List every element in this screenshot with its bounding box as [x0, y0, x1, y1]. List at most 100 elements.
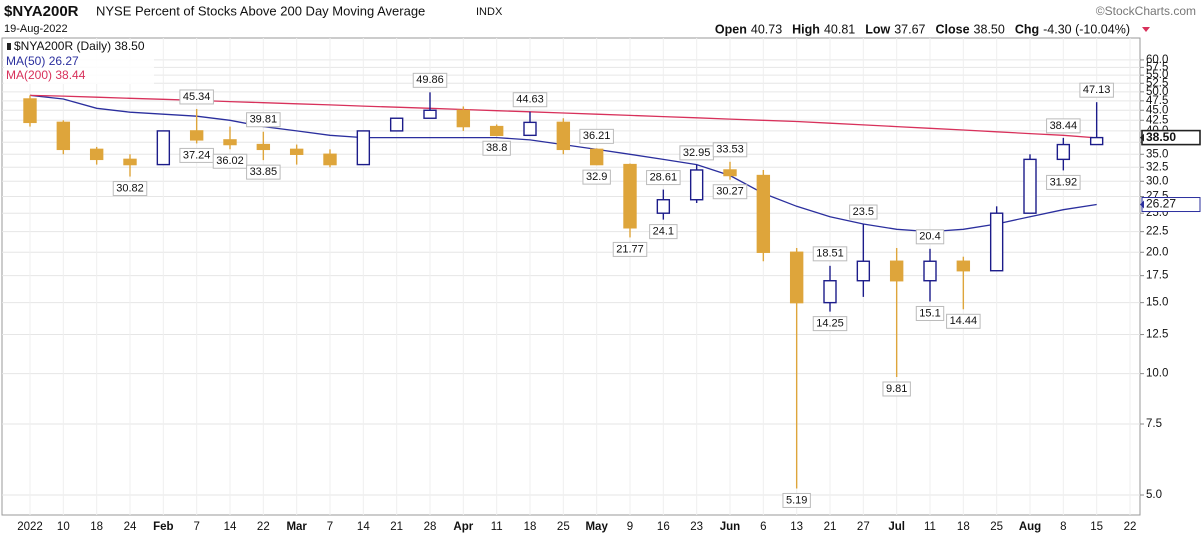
- annotation-label: 5.19: [786, 494, 807, 506]
- annotation-box: [946, 313, 981, 329]
- quote: Open 40.73 High 40.81 Low 37.67 Close 38.50 Chg -…: [715, 22, 1130, 36]
- annotation-label: 38.44: [1050, 120, 1078, 132]
- x-tick-label: 10: [57, 521, 70, 533]
- candle-body: [623, 163, 637, 229]
- annotation-label: 47.13: [1083, 84, 1111, 96]
- legend-name: MA(50): [6, 54, 45, 68]
- legend-entry: MA(200) 38.44: [6, 68, 86, 82]
- annotation-box: [579, 128, 614, 144]
- annotation: 21.77: [612, 241, 648, 257]
- quote-label: Low: [865, 22, 890, 36]
- candle-body: [823, 280, 837, 304]
- annotation: 30.27: [712, 184, 748, 200]
- value-tag-pointer: [1140, 200, 1144, 209]
- y-tick-label: 52.5: [1146, 77, 1168, 89]
- candle-body: [523, 121, 537, 137]
- candle-body: [56, 121, 71, 151]
- annotation: 31.92: [1046, 174, 1081, 190]
- y-tick-label: 17.5: [1146, 270, 1168, 282]
- y-tick-label: 5.0: [1146, 489, 1162, 501]
- annotation-label: 14.44: [950, 315, 978, 327]
- x-tick-label: 16: [657, 521, 670, 533]
- candle-body: [723, 169, 737, 177]
- candle-body: [189, 130, 204, 141]
- annotation-box: [712, 142, 748, 158]
- annotation-label: 37.24: [183, 149, 211, 161]
- quote-label: High: [792, 22, 820, 36]
- candle-body: [289, 148, 304, 155]
- y-tick-label: 32.5: [1146, 161, 1168, 173]
- x-tick-label: 8: [1060, 521, 1066, 533]
- x-tick-label: 18: [524, 521, 537, 533]
- x-tick-label: 14: [357, 521, 370, 533]
- annotation-box: [582, 169, 611, 185]
- annotation-label: 38.8: [486, 142, 507, 154]
- annotation-label: 32.95: [683, 147, 711, 159]
- annotation: 37.24: [179, 147, 214, 163]
- x-tick-label: 25: [990, 521, 1003, 533]
- annotation-label: 39.81: [250, 114, 278, 126]
- annotation: 44.63: [512, 92, 548, 108]
- candle-body: [956, 260, 971, 272]
- annotation: 28.61: [646, 170, 681, 186]
- annotation-box: [246, 112, 281, 128]
- y-tick-label: 35.0: [1146, 148, 1168, 160]
- value-tag: 26.27: [1146, 197, 1176, 211]
- annotation-box: [882, 381, 911, 397]
- annotation-label: 23.5: [853, 206, 874, 218]
- annotation-label: 21.77: [616, 243, 644, 255]
- x-tick-label: Aug: [1019, 521, 1041, 533]
- candle-body: [489, 125, 504, 137]
- candle-body: [89, 148, 104, 161]
- x-tick-label: 18: [90, 521, 103, 533]
- candle-body: [789, 251, 804, 304]
- candle-body: [923, 260, 937, 282]
- annotation-label: 36.21: [583, 130, 611, 142]
- annotation-box: [649, 224, 678, 240]
- annotation-label: 33.85: [250, 166, 278, 178]
- candle-body: [389, 117, 404, 132]
- exchange: INDX: [476, 6, 503, 18]
- annotation-label: 30.27: [716, 186, 744, 198]
- annotation-label: 30.82: [116, 182, 144, 194]
- candle-body: [689, 169, 704, 201]
- annotation-box: [482, 140, 511, 156]
- arrow: [1142, 27, 1150, 32]
- annotation-label: 20.4: [919, 231, 940, 243]
- candle-body: [223, 139, 237, 146]
- x-tick-label: 11: [491, 521, 503, 533]
- x-tick-label: 27: [857, 521, 870, 533]
- x-tick-label: 13: [790, 521, 803, 533]
- annotation-box: [849, 204, 878, 220]
- y-tick-label: 15.0: [1146, 297, 1168, 309]
- legend-main: $NYA200R (Daily) 38.50: [14, 39, 145, 53]
- candle-body: [423, 109, 437, 119]
- annotation-box: [646, 170, 681, 186]
- source: ©StockCharts.com: [1096, 4, 1196, 18]
- legend-entry: MA(50) 26.27: [6, 54, 79, 68]
- x-tick-label: 21: [390, 521, 403, 533]
- candle-body: [989, 212, 1004, 272]
- x-tick-label: Apr: [453, 521, 473, 533]
- quote-label: Chg: [1015, 22, 1039, 36]
- y-tick-label: 55.0: [1146, 69, 1168, 81]
- x-tick-label: 23: [690, 521, 703, 533]
- annotation: 38.8: [482, 140, 511, 156]
- y-tick-label: 60.0: [1146, 54, 1168, 66]
- annotation: 47.13: [1079, 82, 1114, 98]
- quote-value: 40.81: [824, 22, 855, 36]
- annotation-box: [246, 164, 281, 180]
- quote-label: Close: [936, 22, 970, 36]
- annotation-box: [712, 184, 748, 200]
- candle-body: [756, 174, 771, 253]
- candle-body: [1089, 136, 1104, 146]
- y-tick-label: 50.0: [1146, 86, 1168, 98]
- annotation: 24.1: [649, 224, 678, 240]
- y-tick-label: 45.0: [1146, 104, 1168, 116]
- quote-label: Open: [715, 22, 747, 36]
- y-tick-label: 7.5: [1146, 418, 1162, 430]
- value-tag-pointer: [1140, 133, 1144, 142]
- x-tick-label: 2022: [17, 521, 43, 533]
- x-tick-label: 24: [124, 521, 137, 533]
